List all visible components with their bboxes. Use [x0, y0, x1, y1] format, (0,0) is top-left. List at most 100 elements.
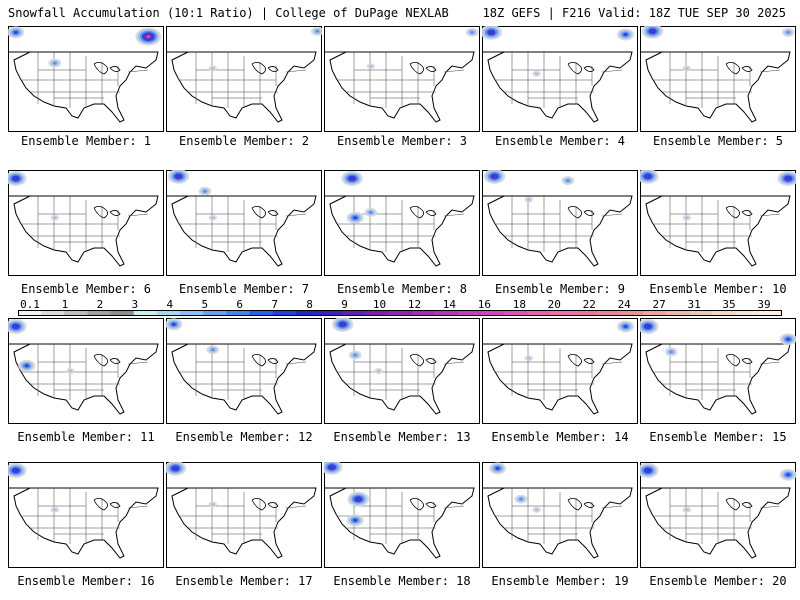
colorbar-tick-label: 0.1 — [20, 298, 40, 311]
colorbar-swatch — [203, 310, 227, 316]
snowfall-area — [340, 322, 345, 326]
colorbar-swatch — [481, 310, 505, 316]
colorbar-tick-label: 22 — [582, 298, 596, 311]
ensemble-member-label: Ensemble Member: 10 — [649, 282, 787, 296]
ensemble-map — [640, 318, 796, 424]
us-outline — [13, 51, 159, 123]
ensemble-map — [8, 26, 164, 132]
colorbar-swatch — [110, 310, 135, 316]
snowfall-area — [173, 466, 178, 470]
us-outline — [13, 195, 159, 267]
great-lakes — [409, 62, 437, 75]
snowfall-area — [24, 364, 29, 368]
colorbar-tick-label: 4 — [166, 298, 174, 311]
ensemble-map-panel — [640, 318, 796, 424]
great-lakes — [725, 62, 753, 75]
ensemble-member-label: Ensemble Member: 3 — [336, 134, 468, 148]
state-line — [443, 361, 465, 365]
us-outline — [13, 343, 159, 415]
snowfall-area — [786, 176, 791, 180]
state-line — [759, 361, 781, 365]
snowfall-area — [146, 35, 151, 39]
colorbar-swatch — [272, 310, 297, 316]
state-line — [443, 505, 465, 509]
great-lakes — [93, 354, 121, 367]
us-outline — [645, 343, 791, 415]
colorbar-tick-label: 6 — [236, 298, 244, 311]
ensemble-map — [8, 170, 164, 276]
colorbar-tick-label: 20 — [547, 298, 561, 311]
snowfall-area — [13, 468, 18, 472]
ensemble-map — [640, 462, 796, 568]
colorbar-swatch — [735, 310, 760, 316]
colorbar-tick-label: 9 — [341, 298, 348, 311]
great-lakes — [251, 354, 279, 367]
state-line — [285, 505, 307, 509]
snowfall-area — [376, 369, 381, 373]
colorbar-tick-label: 1 — [61, 298, 69, 311]
ensemble-member-label: Ensemble Member: 12 — [175, 430, 313, 444]
great-lakes — [251, 498, 279, 511]
model-run-info: 18Z GEFS | F216 Valid: 18Z TUE SEP 30 20… — [482, 6, 786, 20]
snowfall-area — [526, 356, 531, 360]
ensemble-map — [640, 26, 796, 132]
ensemble-member-label: Ensemble Member: 19 — [491, 574, 629, 588]
snowfall-area — [623, 324, 628, 328]
ensemble-map — [324, 318, 480, 424]
snowfall-area — [565, 179, 570, 183]
colorbar-tick-label: 27 — [652, 298, 666, 311]
snowfall-area — [519, 497, 523, 501]
ensemble-map-panel — [482, 318, 638, 424]
colorbar-tick-label: 3 — [131, 298, 139, 311]
colorbar-tick-label: 5 — [201, 298, 209, 311]
snowfall-area — [684, 508, 689, 512]
snowfall-area — [368, 210, 373, 214]
snowfall-area — [470, 30, 475, 34]
ensemble-map — [166, 462, 322, 568]
snowfall-area — [13, 176, 18, 180]
snowfall-area — [489, 30, 494, 34]
snowfall-area — [13, 30, 18, 34]
ensemble-map — [8, 462, 164, 568]
ensemble-member-label: Ensemble Member: 20 — [649, 574, 787, 588]
colorbar-swatch — [133, 310, 158, 316]
ensemble-member-label: Ensemble Member: 8 — [336, 282, 468, 296]
snowfall-area — [356, 497, 361, 501]
snowfall-area — [645, 324, 650, 328]
ensemble-map-panel — [8, 462, 164, 568]
state-line — [601, 361, 623, 365]
colorbar-tick-label: 8 — [306, 298, 313, 311]
snowfall-area — [623, 32, 628, 36]
state-line — [601, 213, 623, 217]
state-line — [601, 505, 623, 509]
ensemble-map-panel — [640, 170, 796, 276]
state-line — [443, 69, 465, 73]
ensemble-map-panel — [482, 170, 638, 276]
colorbar-swatch — [388, 310, 413, 316]
ensemble-map-panel — [166, 462, 322, 568]
state-line — [759, 69, 781, 73]
ensemble-map — [324, 170, 480, 276]
us-outline — [13, 487, 159, 559]
ensemble-member-label: Ensemble Member: 17 — [175, 574, 313, 588]
great-lakes — [93, 498, 121, 511]
colorbar-tick-label: 39 — [757, 298, 771, 311]
ensemble-map-panel — [324, 462, 480, 568]
ensemble-member-label: Ensemble Member: 5 — [652, 134, 784, 148]
ensemble-map — [482, 318, 638, 424]
colorbar-swatch — [180, 310, 204, 316]
colorbar-tick-label: 7 — [271, 298, 278, 311]
ensemble-map — [482, 462, 638, 568]
great-lakes — [725, 206, 753, 219]
ensemble-member-label: Ensemble Member: 11 — [17, 430, 155, 444]
snowfall-area — [495, 466, 500, 470]
us-outline — [329, 487, 475, 559]
snowfall-area — [645, 174, 650, 178]
us-outline — [645, 51, 791, 123]
map-title: Snowfall Accumulation (10:1 Ratio) | Col… — [8, 6, 449, 20]
colorbar-swatch — [457, 310, 482, 316]
ensemble-map-panel — [8, 318, 164, 424]
colorbar-swatch — [226, 310, 251, 316]
colorbar-swatch — [434, 310, 459, 316]
ensemble-member-label: Ensemble Member: 16 — [17, 574, 155, 588]
